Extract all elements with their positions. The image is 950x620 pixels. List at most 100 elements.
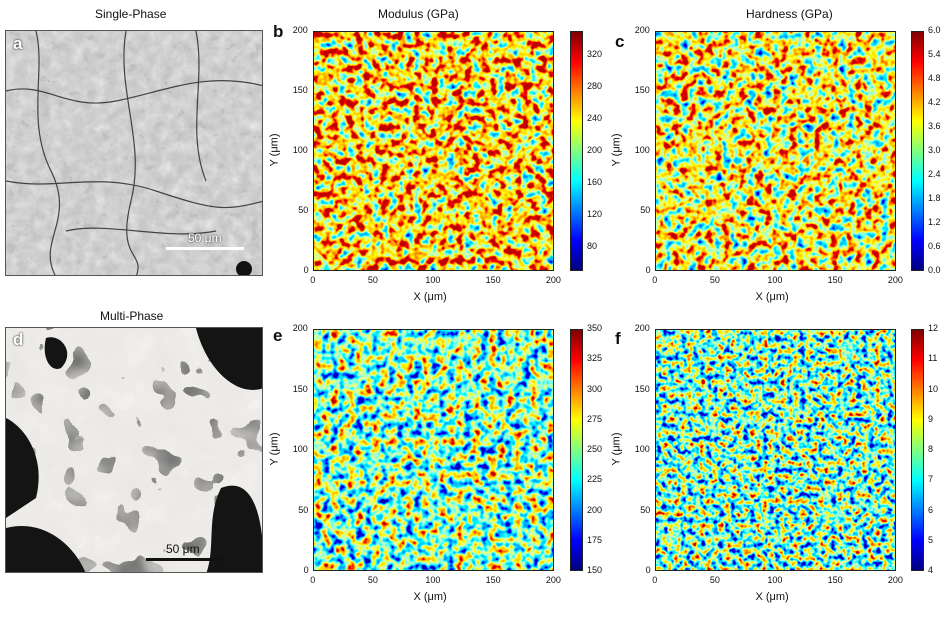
colorbar-tick-e-200: 200: [587, 504, 603, 515]
y-axis-title-b: Y (μm): [268, 133, 281, 167]
colorbar-tick-e-150: 150: [587, 565, 603, 575]
scale-bar-label-a: 50 μm: [188, 231, 222, 245]
y-tick-e-100: 100: [292, 444, 308, 454]
heatmap-field-e: [314, 330, 553, 570]
colorbar-tick-f-9: 9: [928, 413, 934, 424]
x-tick-b-100: 100: [425, 275, 441, 285]
y-tick-e-0: 0: [303, 565, 309, 575]
scale-bar-d: [146, 558, 222, 561]
colorbar-tick-f-6: 6: [928, 504, 934, 515]
x-tick-b-150: 150: [485, 275, 501, 285]
colorbar-tick-e-350: 350: [587, 323, 603, 333]
heatmap-b: [313, 31, 554, 271]
y-tick-b-150: 150: [292, 85, 308, 95]
x-tick-c-150: 150: [827, 275, 843, 285]
colorbar-tick-b-240: 240: [587, 113, 603, 123]
x-tick-e-200: 200: [545, 575, 561, 585]
x-tick-c-100: 100: [767, 275, 783, 285]
x-tick-f-100: 100: [767, 575, 783, 585]
colorbar-tick-e-250: 250: [587, 444, 603, 454]
colorbar-tick-f-10: 10: [928, 383, 939, 394]
colorbar-tick-f-7: 7: [928, 474, 934, 485]
multi-phase-title: Multi-Phase: [100, 309, 164, 323]
colorbar-tick-f-11: 11: [928, 353, 938, 364]
colorbar-f: [911, 329, 924, 571]
colorbar-e: [570, 329, 583, 571]
hardness-title: Hardness (GPa): [746, 7, 833, 21]
multi-phase-micrograph: [5, 327, 263, 573]
y-tick-c-100: 100: [634, 145, 650, 155]
scale-bar-label-d: 50 μm: [166, 542, 200, 556]
colorbar-tick-b-320: 320: [587, 49, 603, 59]
colorbar-tick-b-80: 80: [587, 241, 598, 251]
panel-label-b: b: [273, 22, 284, 41]
x-tick-b-0: 0: [310, 275, 316, 285]
heatmap-field-c: [656, 32, 895, 270]
panel-label-d: d: [13, 330, 24, 349]
y-tick-b-200: 200: [292, 25, 308, 35]
single-phase-title: Single-Phase: [95, 7, 167, 21]
x-tick-e-100: 100: [425, 575, 441, 585]
colorbar-tick-c-3.0: 3.0: [928, 145, 941, 155]
y-tick-c-0: 0: [645, 265, 651, 275]
y-tick-b-0: 0: [303, 265, 309, 275]
colorbar-tick-c-0.0: 0.0: [928, 265, 941, 275]
colorbar-tick-f-8: 8: [928, 444, 934, 454]
colorbar-b: [570, 31, 583, 271]
y-tick-f-50: 50: [640, 504, 651, 515]
y-tick-c-200: 200: [634, 25, 650, 35]
colorbar-tick-c-0.6: 0.6: [928, 241, 941, 251]
colorbar-tick-f-12: 12: [928, 323, 939, 333]
x-tick-c-200: 200: [887, 275, 903, 285]
y-tick-f-150: 150: [634, 383, 650, 394]
y-tick-e-200: 200: [292, 323, 308, 333]
x-tick-c-50: 50: [709, 275, 720, 285]
y-tick-b-100: 100: [292, 145, 308, 155]
y-tick-e-50: 50: [298, 504, 309, 515]
x-tick-e-50: 50: [367, 575, 378, 585]
colorbar-tick-f-4: 4: [928, 565, 934, 575]
colorbar-tick-c-4.8: 4.8: [928, 73, 941, 83]
colorbar-c: [911, 31, 924, 271]
colorbar-tick-e-225: 225: [587, 474, 603, 485]
x-tick-f-200: 200: [887, 575, 903, 585]
x-axis-title-b: X (μm): [413, 291, 447, 303]
y-tick-f-0: 0: [645, 565, 651, 575]
y-tick-f-100: 100: [634, 444, 650, 454]
heatmap-field-b: [314, 32, 553, 270]
modulus-title: Modulus (GPa): [378, 7, 459, 21]
x-axis-title-e: X (μm): [413, 591, 447, 603]
heatmap-field-f: [656, 330, 895, 570]
y-tick-e-150: 150: [292, 383, 308, 394]
colorbar-tick-e-300: 300: [587, 383, 603, 394]
colorbar-tick-e-175: 175: [587, 534, 603, 545]
y-tick-c-150: 150: [634, 85, 650, 95]
y-axis-title-f: Y (μm): [610, 432, 623, 466]
x-tick-e-0: 0: [310, 575, 316, 585]
colorbar-tick-f-5: 5: [928, 534, 934, 545]
x-axis-title-f: X (μm): [755, 591, 789, 603]
colorbar-tick-b-280: 280: [587, 81, 603, 91]
scale-bar-a: [166, 247, 244, 250]
x-tick-f-0: 0: [652, 575, 658, 585]
colorbar-tick-c-5.4: 5.4: [928, 49, 941, 59]
x-tick-f-50: 50: [709, 575, 720, 585]
y-tick-c-50: 50: [640, 205, 651, 215]
x-tick-e-150: 150: [485, 575, 501, 585]
colorbar-tick-b-120: 120: [587, 209, 603, 219]
x-tick-b-200: 200: [545, 275, 561, 285]
colorbar-tick-c-4.2: 4.2: [928, 97, 941, 107]
colorbar-tick-c-3.6: 3.6: [928, 121, 941, 131]
heatmap-c: [655, 31, 896, 271]
colorbar-tick-c-6.0: 6.0: [928, 25, 941, 35]
x-axis-title-c: X (μm): [755, 291, 789, 303]
colorbar-tick-c-1.2: 1.2: [928, 217, 941, 227]
colorbar-tick-e-325: 325: [587, 353, 603, 364]
panel-label-e: e: [273, 326, 283, 345]
x-tick-b-50: 50: [367, 275, 378, 285]
heatmap-e: [313, 329, 554, 571]
y-axis-title-e: Y (μm): [268, 432, 281, 466]
heatmap-f: [655, 329, 896, 571]
y-axis-title-c: Y (μm): [610, 133, 623, 167]
y-tick-f-200: 200: [634, 323, 650, 333]
